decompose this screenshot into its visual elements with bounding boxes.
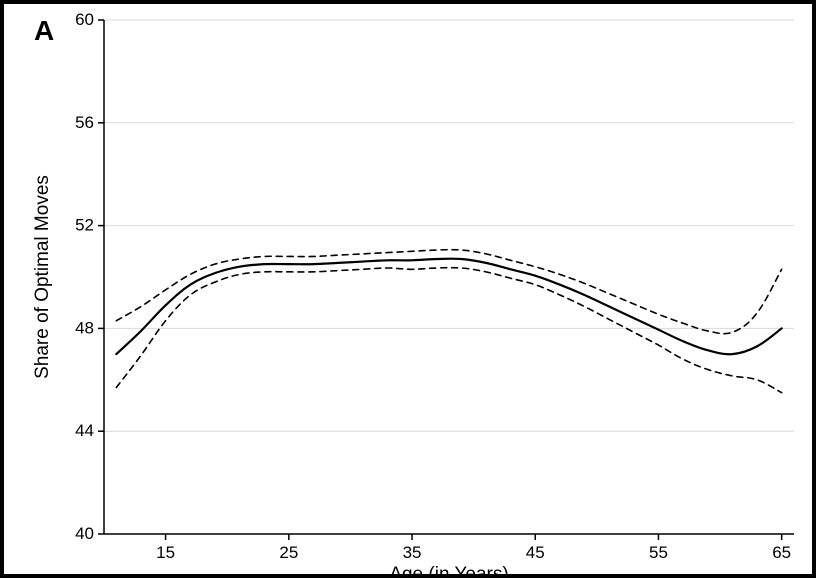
line-ci-lower bbox=[116, 268, 781, 393]
line-main bbox=[116, 259, 781, 355]
axes bbox=[98, 20, 794, 540]
gridlines bbox=[104, 20, 794, 431]
x-axis-label: Age (in Years) bbox=[389, 564, 508, 574]
x-tick-label: 35 bbox=[403, 543, 422, 562]
x-tick-label: 15 bbox=[156, 543, 175, 562]
y-tick-label: 60 bbox=[75, 10, 94, 29]
chart-svg: 40 44 48 52 56 60 15 25 35 45 55 65 Share of Optima… bbox=[4, 4, 812, 574]
chart-frame: 40 44 48 52 56 60 15 25 35 45 55 65 Share of Optima… bbox=[0, 0, 816, 578]
y-tick-label: 56 bbox=[75, 113, 94, 132]
y-tick-label: 48 bbox=[75, 318, 94, 337]
y-tick-label: 44 bbox=[75, 421, 94, 440]
series-group bbox=[116, 250, 781, 393]
line-ci-upper bbox=[116, 250, 781, 334]
panel-label: A bbox=[34, 15, 54, 46]
x-tick-label: 65 bbox=[772, 543, 791, 562]
y-tick-label: 52 bbox=[75, 216, 94, 235]
y-tick-label: 40 bbox=[75, 524, 94, 543]
x-tick-label: 55 bbox=[649, 543, 668, 562]
y-axis-label: Share of Optimal Moves bbox=[32, 175, 53, 379]
x-tick-label: 25 bbox=[279, 543, 298, 562]
tick-labels: 40 44 48 52 56 60 15 25 35 45 55 65 bbox=[75, 10, 791, 562]
x-tick-label: 45 bbox=[526, 543, 545, 562]
